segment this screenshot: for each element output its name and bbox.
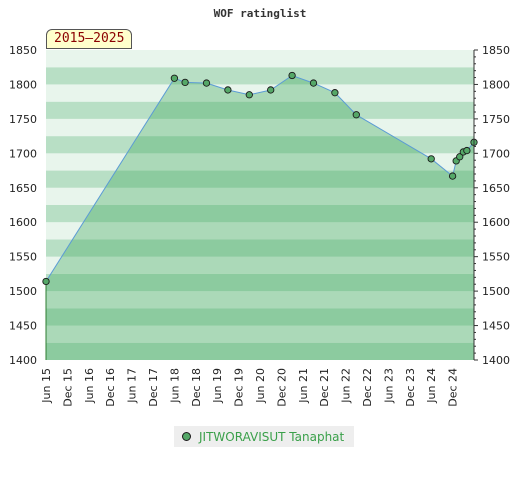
y-axis-left: 1400 1450 1500 1550 1600 1650 1700 1750 1800 1850: [9, 44, 37, 367]
y-tick-label-left: 1750: [9, 113, 37, 126]
rating-point[interactable]: [170, 74, 179, 82]
rating-point[interactable]: [463, 146, 471, 155]
y-tick-label-right: 1700: [482, 147, 510, 160]
y-axis-right: 1400 1450 1500 1550 1600 1650 1700 1750 1800 1850: [473, 44, 510, 367]
y-tick-label-left: 1400: [9, 354, 37, 367]
x-tick-label: Jun 19: [211, 368, 224, 404]
grid-band: [46, 342, 474, 360]
x-tick-label: Jun 16: [83, 368, 96, 404]
y-tick-label-left: 1450: [9, 320, 37, 333]
y-tick-label-right: 1600: [482, 216, 510, 229]
rating-point[interactable]: [245, 91, 253, 99]
x-tick-label: Dec 23: [404, 368, 417, 407]
grid-band: [46, 101, 474, 119]
y-tick-label-left: 1800: [9, 78, 37, 91]
y-tick-label-left: 1500: [9, 285, 37, 298]
grid-band: [46, 205, 474, 223]
x-tick-label: Dec 16: [104, 368, 117, 407]
grid-band: [46, 50, 474, 68]
grid-band: [46, 273, 474, 292]
rating-point[interactable]: [181, 78, 189, 87]
x-tick-label: Jun 17: [126, 368, 139, 404]
grid-band: [46, 308, 474, 326]
rating-point[interactable]: [267, 86, 275, 94]
legend-marker-icon: [182, 432, 191, 441]
grid-band: [46, 325, 474, 343]
rating-points: [42, 71, 478, 360]
x-tick-label: Dec 15: [61, 368, 74, 407]
legend-label: JITWORAVISUT Tanaphat: [199, 429, 345, 444]
rating-point[interactable]: [288, 71, 296, 80]
rating-point[interactable]: [448, 172, 457, 180]
x-tick-label: Dec 20: [275, 368, 288, 407]
y-tick-label-right: 1750: [482, 113, 510, 126]
grid-band: [46, 153, 474, 171]
y-tick-label-left: 1550: [9, 251, 37, 264]
y-tick-label-right: 1450: [482, 320, 510, 333]
grid-band: [46, 67, 474, 85]
rating-point[interactable]: [456, 153, 464, 161]
x-tick-label: Dec 24: [447, 368, 460, 407]
y-tick-label-left: 1700: [9, 147, 37, 160]
x-tick-label: Jun 15: [40, 368, 53, 404]
x-tick-label: Jun 23: [382, 368, 395, 404]
rating-point[interactable]: [309, 79, 318, 87]
y-tick-label-right: 1400: [482, 354, 510, 367]
grid-band: [46, 291, 474, 309]
y-tick-label-left: 1600: [9, 216, 37, 229]
x-tick-label: Jun 22: [340, 368, 353, 404]
x-axis: Jun 15 Dec 15 Jun 16 Dec 16 Jun 17 Dec 17 Jun …: [40, 368, 460, 407]
x-tick-label: Dec 18: [190, 368, 203, 407]
period-badge: 2015–2025: [46, 29, 133, 49]
legend[interactable]: JITWORAVISUT Tanaphat: [174, 426, 355, 447]
grid-band: [46, 84, 474, 102]
rating-point[interactable]: [202, 79, 211, 87]
x-tick-label: Jun 18: [168, 368, 181, 404]
rating-point[interactable]: [331, 89, 339, 97]
y-tick-label-right: 1550: [482, 251, 510, 264]
rating-point[interactable]: [352, 111, 360, 119]
x-tick-label: Dec 21: [318, 368, 331, 407]
grid-band: [46, 136, 474, 154]
x-tick-label: Dec 22: [361, 368, 374, 407]
y-tick-label-left: 1650: [9, 182, 37, 195]
x-tick-label: Jun 21: [297, 368, 310, 404]
y-tick-label-right: 1800: [482, 78, 510, 91]
rating-area-fill: [46, 75, 474, 360]
x-tick-label: Jun 24: [425, 368, 438, 404]
plot-background-bands: [46, 50, 474, 360]
x-tick-label: Dec 17: [147, 368, 160, 407]
grid-band: [46, 239, 474, 257]
grid-band: [46, 118, 474, 137]
rating-point[interactable]: [427, 155, 435, 163]
grid-band: [46, 222, 474, 240]
rating-point[interactable]: [224, 86, 232, 94]
y-tick-label-right: 1650: [482, 182, 510, 195]
y-tick-label-right: 1500: [482, 285, 510, 298]
rating-point[interactable]: [42, 277, 50, 286]
x-tick-label: Jun 20: [254, 368, 267, 404]
y-tick-label-right: 1850: [482, 44, 510, 57]
grid-band: [46, 187, 474, 205]
x-tick-label: Dec 19: [233, 368, 246, 407]
grid-band: [46, 170, 474, 188]
y-tick-label-left: 1850: [9, 44, 37, 57]
chart-title: WOF ratinglist: [214, 7, 307, 20]
grid-band: [46, 256, 474, 274]
